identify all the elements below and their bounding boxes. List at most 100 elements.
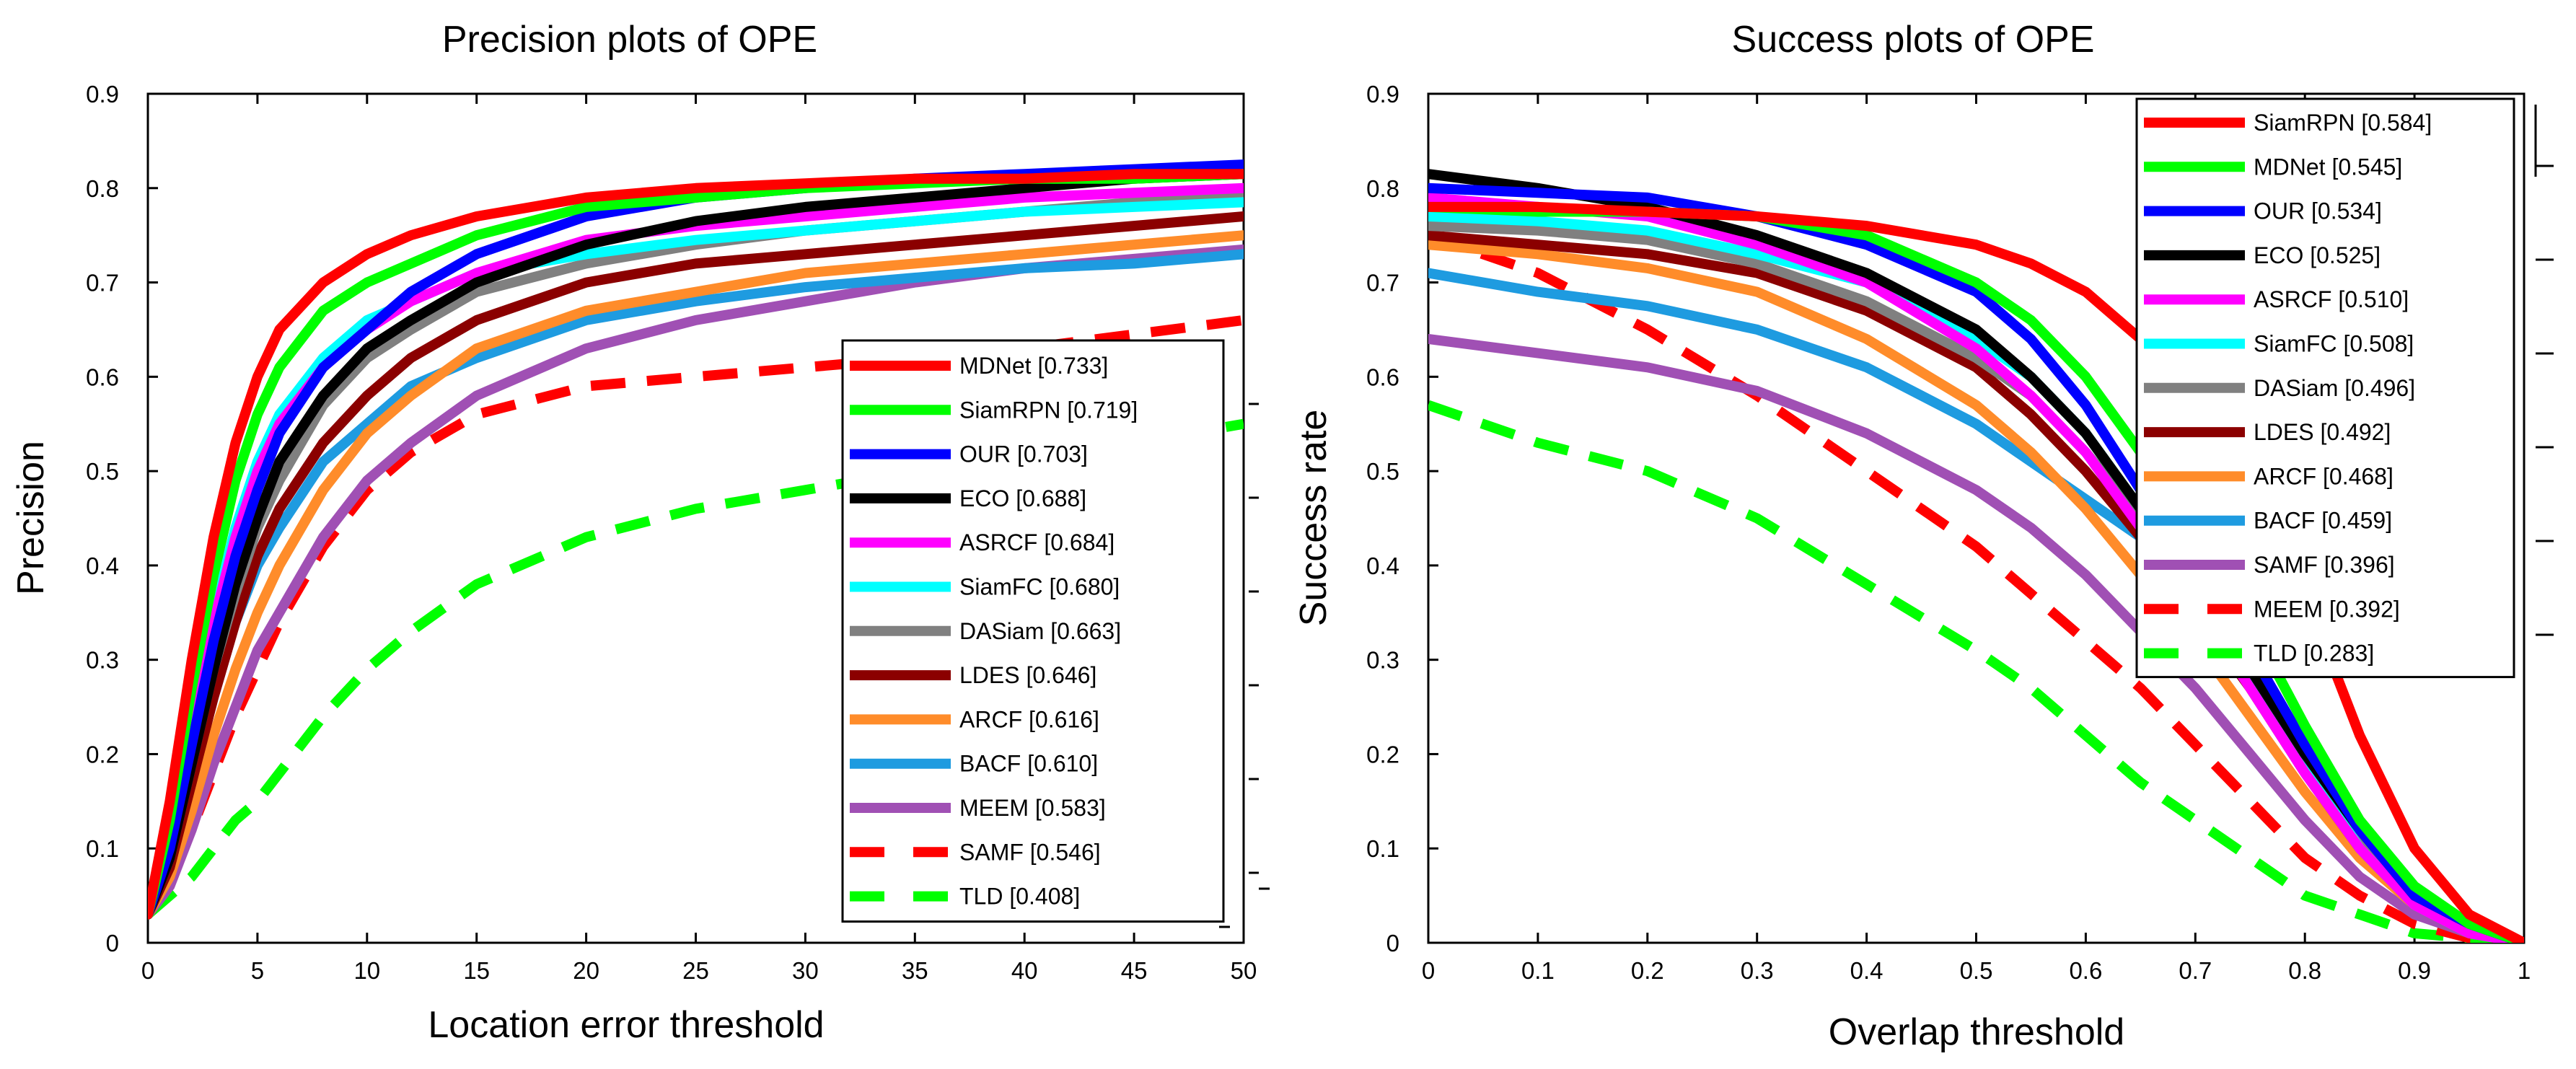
- legend-label: SiamRPN [0.719]: [959, 397, 1138, 423]
- chart-title: Precision plots of OPE: [442, 19, 817, 61]
- y-tick-label: 0.2: [1366, 741, 1399, 767]
- series-line-samf: [1428, 334, 2524, 943]
- series-line-eco: [148, 169, 1244, 920]
- x-tick-label: 50: [1231, 957, 1257, 984]
- y-tick-label: 0.5: [1366, 458, 1399, 485]
- series-line-arcf: [148, 230, 1244, 920]
- x-tick-label: 10: [353, 957, 380, 984]
- axis-ticks: [146, 92, 1245, 944]
- precision-chart: Precision plots of OPE 0 5 10 15 20 25 30 35 40 4…: [10, 19, 1270, 1046]
- x-tick-labels: 0 5 10 15 20 25 30 35 40 45 50: [141, 957, 1257, 984]
- y-tick-label: 0: [1386, 930, 1399, 956]
- y-tick-label: 0.6: [86, 364, 119, 390]
- y-tick-labels: 0 0.1 0.2 0.3 0.4 0.5 0.6 0.7 0.8 0.9: [86, 81, 119, 956]
- y-tick-label: 0.2: [86, 741, 119, 767]
- y-tick-labels: 0 0.1 0.2 0.3 0.4 0.5 0.6 0.7 0.8 0.9: [1366, 81, 1399, 956]
- y-tick-label: 0.6: [1366, 364, 1399, 390]
- series-line-meem: [1428, 230, 2524, 943]
- legend-label: ARCF [0.468]: [2254, 463, 2393, 489]
- legend-label: MEEM [0.583]: [959, 795, 1106, 821]
- y-tick-label: 0.7: [86, 270, 119, 296]
- y-tick-label: 0.9: [86, 81, 119, 107]
- x-tick-label: 0: [141, 957, 154, 984]
- x-tick-label: 0.9: [2398, 957, 2431, 984]
- legend-label: ASRCF [0.684]: [959, 529, 1115, 555]
- legend-label: MEEM [0.392]: [2254, 596, 2400, 622]
- legend-label: DASiam [0.663]: [959, 618, 1121, 644]
- x-tick-label: 0.7: [2179, 957, 2212, 984]
- legend-label: SiamFC [0.508]: [2254, 331, 2414, 357]
- legend-label: MDNet [0.733]: [959, 353, 1108, 379]
- success-chart: Success plots of OPE 0 0.1 0.2 0.3 0.4 0.5 0.6…: [1293, 19, 2554, 1053]
- x-tick-label: 0.3: [1741, 957, 1774, 984]
- x-tick-label: 25: [682, 957, 709, 984]
- y-tick-label: 0.5: [86, 458, 119, 485]
- x-tick-label: 0.1: [1521, 957, 1555, 984]
- legend-label: SiamFC [0.680]: [959, 574, 1120, 600]
- chart-title: Success plots of OPE: [1732, 19, 2095, 61]
- y-tick-label: 0.3: [1366, 647, 1399, 674]
- legend-label: LDES [0.492]: [2254, 419, 2391, 445]
- legend-label: SAMF [0.546]: [959, 839, 1101, 865]
- x-tick-label: 0.8: [2288, 957, 2321, 984]
- series-line-siamrpn: [1428, 201, 2524, 943]
- legend: SiamRPN [0.584] MDNet [0.545] OUR [0.534] E…: [2135, 97, 2515, 679]
- legend-label: TLD [0.283]: [2254, 641, 2374, 667]
- legend-label: SAMF [0.396]: [2254, 552, 2395, 578]
- series-lines: [1428, 169, 2524, 943]
- legend-label: BACF [0.459]: [2254, 508, 2392, 534]
- x-tick-label: 0.4: [1850, 957, 1883, 984]
- x-tick-label: 40: [1011, 957, 1038, 984]
- legend-label: OUR [0.534]: [2254, 198, 2382, 224]
- y-tick-label: 0.3: [86, 647, 119, 674]
- series-line-our: [1428, 182, 2524, 943]
- stray-tick-marks: [2534, 105, 2554, 636]
- x-tick-label: 15: [463, 957, 490, 984]
- x-tick-label: 45: [1121, 957, 1148, 984]
- legend-label: DASiam [0.496]: [2254, 375, 2415, 401]
- legend-label: BACF [0.610]: [959, 751, 1098, 777]
- series-line-tld: [1428, 400, 2524, 943]
- x-tick-label: 0: [1422, 957, 1435, 984]
- legend-label: TLD [0.408]: [959, 884, 1080, 910]
- y-tick-label: 0.4: [1366, 553, 1399, 579]
- x-tick-label: 30: [792, 957, 819, 984]
- series-line-asrcf: [1428, 192, 2524, 943]
- axis-ticks: [1427, 92, 2526, 944]
- x-tick-label: 35: [902, 957, 928, 984]
- legend-label: ECO [0.688]: [959, 485, 1086, 511]
- x-tick-labels: 0 0.1 0.2 0.3 0.4 0.5 0.6 0.7 0.8 0.9 1: [1422, 957, 2531, 984]
- y-tick-label: 0: [106, 930, 119, 956]
- x-tick-label: 0.5: [1960, 957, 1993, 984]
- y-tick-label: 0.8: [1366, 175, 1399, 202]
- y-tick-label: 0.7: [1366, 270, 1399, 296]
- legend-label: SiamRPN [0.584]: [2254, 110, 2432, 136]
- legend-label: ASRCF [0.510]: [2254, 286, 2409, 312]
- x-axis-label: Location error threshold: [428, 1004, 824, 1046]
- x-axis-label: Overlap threshold: [1829, 1011, 2124, 1053]
- x-tick-label: 0.2: [1631, 957, 1664, 984]
- legend-label: ARCF [0.616]: [959, 706, 1099, 732]
- y-tick-label: 0.4: [86, 553, 119, 579]
- y-axis-label: Precision: [10, 441, 52, 595]
- stray-tick-marks: [1219, 402, 1270, 928]
- x-tick-label: 20: [573, 957, 599, 984]
- y-axis-label: Success rate: [1293, 410, 1335, 627]
- x-tick-label: 5: [251, 957, 264, 984]
- series-line-tld: [148, 418, 1244, 919]
- series-line-mdnet: [148, 169, 1244, 920]
- y-tick-label: 0.1: [1366, 835, 1399, 862]
- legend-label: LDES [0.646]: [959, 662, 1096, 688]
- y-tick-label: 0.9: [1366, 81, 1399, 107]
- legend-label: ECO [0.525]: [2254, 242, 2381, 268]
- legend-label: OUR [0.703]: [959, 441, 1088, 467]
- x-tick-label: 0.6: [2069, 957, 2102, 984]
- y-tick-label: 0.1: [86, 835, 119, 862]
- series-line-ldes: [148, 211, 1244, 920]
- x-tick-label: 1: [2518, 957, 2531, 984]
- legend-label: MDNet [0.545]: [2254, 154, 2402, 180]
- legend: MDNet [0.733] SiamRPN [0.719] OUR [0.703] E…: [841, 339, 1225, 923]
- y-tick-label: 0.8: [86, 175, 119, 202]
